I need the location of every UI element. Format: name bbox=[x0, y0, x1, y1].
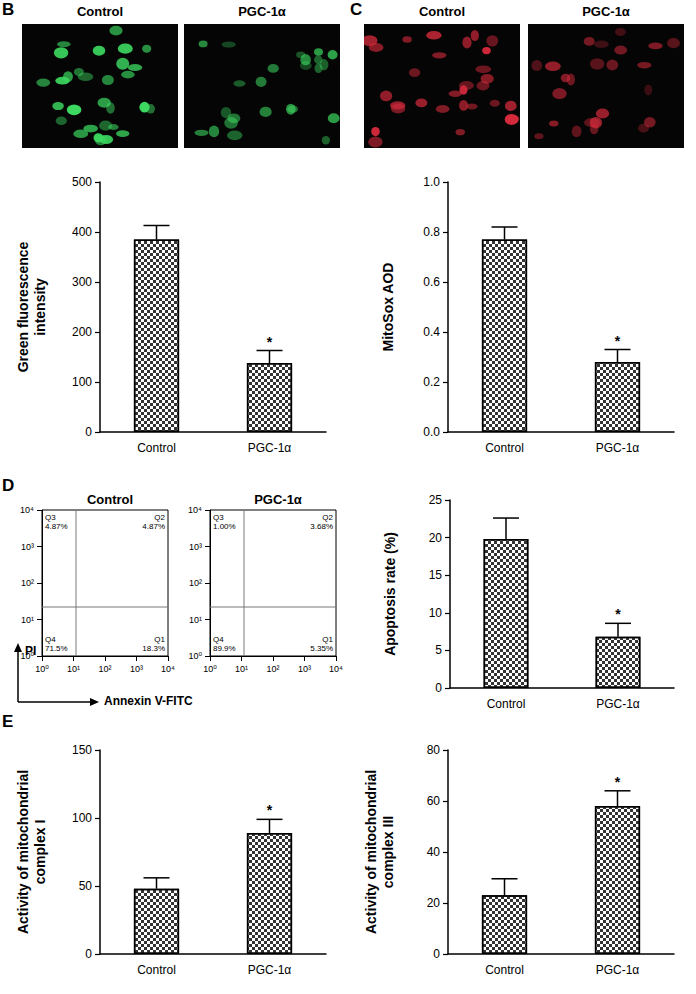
svg-text:10²: 10² bbox=[98, 664, 111, 674]
svg-text:Control: Control bbox=[485, 963, 524, 977]
svg-text:20: 20 bbox=[429, 531, 443, 545]
svg-text:25: 25 bbox=[429, 493, 443, 507]
svg-text:500: 500 bbox=[72, 175, 92, 189]
svg-text:Control: Control bbox=[137, 441, 176, 455]
svg-text:71.5%: 71.5% bbox=[45, 644, 68, 653]
svg-text:*: * bbox=[267, 334, 273, 350]
svg-text:complex I: complex I bbox=[32, 820, 48, 885]
svg-text:5.35%: 5.35% bbox=[310, 644, 333, 653]
svg-text:PGC-1α: PGC-1α bbox=[248, 963, 292, 977]
svg-text:PI: PI bbox=[25, 644, 36, 658]
svg-text:10⁴: 10⁴ bbox=[329, 664, 343, 674]
svg-text:10⁰: 10⁰ bbox=[203, 664, 217, 674]
svg-text:10³: 10³ bbox=[298, 664, 311, 674]
svg-text:0: 0 bbox=[433, 947, 440, 961]
svg-text:Q3: Q3 bbox=[213, 513, 224, 522]
svg-text:10³: 10³ bbox=[21, 542, 34, 552]
svg-text:10⁴: 10⁴ bbox=[20, 505, 34, 515]
html-text:Control: Control bbox=[76, 4, 124, 19]
svg-text:10³: 10³ bbox=[189, 542, 202, 552]
svg-text:Activity of mitochondrial: Activity of mitochondrial bbox=[15, 770, 31, 934]
svg-text:Q1: Q1 bbox=[154, 635, 165, 644]
svg-text:10¹: 10¹ bbox=[67, 664, 80, 674]
svg-text:*: * bbox=[615, 774, 621, 790]
svg-text:100: 100 bbox=[72, 811, 92, 825]
svg-text:10³: 10³ bbox=[130, 664, 143, 674]
svg-text:0.0: 0.0 bbox=[423, 425, 440, 439]
svg-text:0: 0 bbox=[85, 425, 92, 439]
svg-text:15: 15 bbox=[429, 568, 443, 582]
svg-text:0.2: 0.2 bbox=[423, 375, 440, 389]
svg-text:200: 200 bbox=[72, 325, 92, 339]
svg-text:*: * bbox=[267, 802, 273, 818]
svg-text:5: 5 bbox=[435, 643, 442, 657]
html-text:PGC-1α: PGC-1α bbox=[582, 4, 630, 19]
svg-text:Q2: Q2 bbox=[322, 513, 333, 522]
svg-text:*: * bbox=[615, 606, 621, 622]
svg-text:20: 20 bbox=[427, 896, 441, 910]
svg-text:MitoSox AOD: MitoSox AOD bbox=[380, 263, 396, 352]
html-text:E: E bbox=[2, 712, 14, 731]
svg-text:10¹: 10¹ bbox=[235, 664, 248, 674]
svg-text:Q4: Q4 bbox=[213, 635, 224, 644]
svg-text:10¹: 10¹ bbox=[21, 615, 34, 625]
svg-text:Control: Control bbox=[87, 492, 133, 507]
svg-text:10⁰: 10⁰ bbox=[188, 651, 202, 661]
svg-text:0.6: 0.6 bbox=[423, 275, 440, 289]
svg-text:PGC-1α: PGC-1α bbox=[248, 441, 292, 455]
svg-text:Control: Control bbox=[137, 963, 176, 977]
svg-text:10²: 10² bbox=[189, 578, 202, 588]
svg-text:10²: 10² bbox=[21, 578, 34, 588]
svg-text:PGC-1α: PGC-1α bbox=[254, 492, 302, 507]
html-text:D: D bbox=[2, 476, 15, 495]
svg-text:4.87%: 4.87% bbox=[142, 522, 165, 531]
svg-text:89.9%: 89.9% bbox=[213, 644, 236, 653]
svg-text:60: 60 bbox=[427, 794, 441, 808]
svg-text:Q2: Q2 bbox=[154, 513, 165, 522]
svg-text:PGC-1α: PGC-1α bbox=[596, 441, 640, 455]
svg-text:0.8: 0.8 bbox=[423, 225, 440, 239]
svg-text:0: 0 bbox=[85, 947, 92, 961]
svg-text:10⁴: 10⁴ bbox=[188, 505, 202, 515]
svg-text:*: * bbox=[615, 333, 621, 349]
svg-text:10: 10 bbox=[429, 606, 443, 620]
svg-text:10¹: 10¹ bbox=[189, 615, 202, 625]
svg-text:Apoptosis rate (%): Apoptosis rate (%) bbox=[382, 532, 398, 656]
svg-text:Activity of mitochondrial: Activity of mitochondrial bbox=[363, 770, 379, 934]
svg-text:80: 80 bbox=[427, 743, 441, 757]
svg-text:400: 400 bbox=[72, 225, 92, 239]
svg-text:intensity: intensity bbox=[32, 278, 48, 336]
svg-text:150: 150 bbox=[72, 743, 92, 757]
svg-text:0.4: 0.4 bbox=[423, 325, 440, 339]
html-text:PGC-1α: PGC-1α bbox=[238, 4, 286, 19]
svg-text:1.00%: 1.00% bbox=[213, 522, 236, 531]
svg-text:300: 300 bbox=[72, 275, 92, 289]
svg-text:10⁴: 10⁴ bbox=[161, 664, 175, 674]
svg-text:10²: 10² bbox=[266, 664, 279, 674]
svg-text:0: 0 bbox=[435, 681, 442, 695]
svg-text:40: 40 bbox=[427, 845, 441, 859]
svg-text:1.0: 1.0 bbox=[423, 175, 440, 189]
svg-text:100: 100 bbox=[72, 375, 92, 389]
html-text:C: C bbox=[350, 0, 363, 19]
svg-text:Annexin V-FITC: Annexin V-FITC bbox=[104, 694, 193, 708]
svg-text:Green fluorescence: Green fluorescence bbox=[15, 241, 31, 372]
html-text:Control: Control bbox=[418, 4, 466, 19]
svg-text:18.3%: 18.3% bbox=[142, 644, 165, 653]
svg-text:10⁰: 10⁰ bbox=[35, 664, 49, 674]
svg-text:50: 50 bbox=[79, 879, 93, 893]
svg-text:Q4: Q4 bbox=[45, 635, 56, 644]
svg-text:Q3: Q3 bbox=[45, 513, 56, 522]
svg-text:Control: Control bbox=[485, 441, 524, 455]
svg-text:complex III: complex III bbox=[380, 816, 396, 888]
svg-text:PGC-1α: PGC-1α bbox=[596, 697, 640, 711]
svg-text:4.87%: 4.87% bbox=[45, 522, 68, 531]
svg-text:10⁰: 10⁰ bbox=[20, 651, 34, 661]
svg-text:Q1: Q1 bbox=[322, 635, 333, 644]
svg-text:3.68%: 3.68% bbox=[310, 522, 333, 531]
html-text:B: B bbox=[2, 0, 15, 19]
svg-text:Control: Control bbox=[487, 697, 526, 711]
svg-text:PGC-1α: PGC-1α bbox=[596, 963, 640, 977]
